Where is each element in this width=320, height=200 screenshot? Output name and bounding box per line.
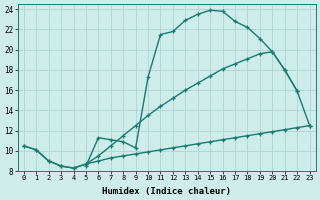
- X-axis label: Humidex (Indice chaleur): Humidex (Indice chaleur): [102, 187, 231, 196]
